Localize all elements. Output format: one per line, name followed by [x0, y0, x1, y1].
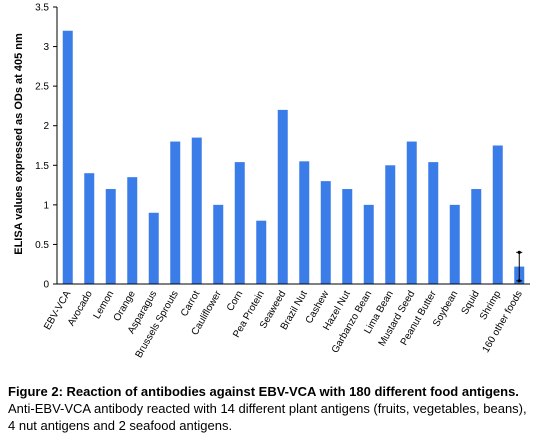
- bar: [62, 30, 73, 284]
- x-axis-category-labels: EBV-VCAAvocadoLemonOrangeAsparagusBrusse…: [42, 288, 525, 360]
- bar: [471, 189, 482, 284]
- x-category-label: EBV-VCA: [42, 289, 73, 332]
- bars: [62, 30, 525, 284]
- bar: [148, 212, 159, 284]
- error-bar-end-marker: [517, 250, 521, 254]
- bar: [213, 204, 224, 284]
- bar: [127, 177, 138, 284]
- bar: [105, 189, 116, 284]
- error-bar-end-marker: [517, 279, 521, 283]
- y-tick-label: 0: [43, 280, 49, 291]
- bar: [492, 145, 503, 284]
- y-tick-label: 1: [43, 200, 49, 211]
- y-tick-label: 3: [43, 42, 49, 53]
- bar: [191, 137, 202, 284]
- bar: [234, 162, 245, 284]
- y-tick-label: 3.5: [35, 3, 49, 14]
- bar: [406, 141, 417, 284]
- bar: [299, 161, 310, 284]
- bar: [449, 204, 460, 284]
- bar-chart: 0 0.5 1 1.5 2 2.5 3 3.5 EBV-VCAAvocadoLemonOran…: [13, 3, 530, 360]
- bar: [363, 204, 374, 284]
- figure-caption: Figure 2: Reaction of antibodies against…: [8, 383, 532, 434]
- x-category-label: Squid: [460, 289, 482, 317]
- bar: [428, 162, 439, 284]
- bar: [342, 189, 353, 284]
- y-tick-label: 2: [43, 121, 49, 132]
- bar: [84, 173, 95, 284]
- error-bars: [516, 250, 523, 283]
- caption-text: Anti-EBV-VCA antibody reacted with 14 di…: [8, 401, 527, 433]
- bar: [320, 181, 331, 284]
- bar: [170, 141, 181, 284]
- y-tick-label: 0.5: [35, 240, 49, 251]
- y-axis-title: ELISA values expressed as ODs at 405 nm: [13, 33, 25, 255]
- bar: [256, 220, 267, 284]
- bar: [385, 165, 396, 284]
- caption-title: Figure 2: Reaction of antibodies against…: [8, 384, 519, 399]
- y-tick-label: 2.5: [35, 82, 49, 93]
- bar: [277, 109, 288, 284]
- y-tick-label: 1.5: [35, 161, 49, 172]
- x-category-label: Corn: [225, 289, 245, 313]
- y-axis-ticks: 0 0.5 1 1.5 2 2.5 3 3.5: [35, 3, 57, 291]
